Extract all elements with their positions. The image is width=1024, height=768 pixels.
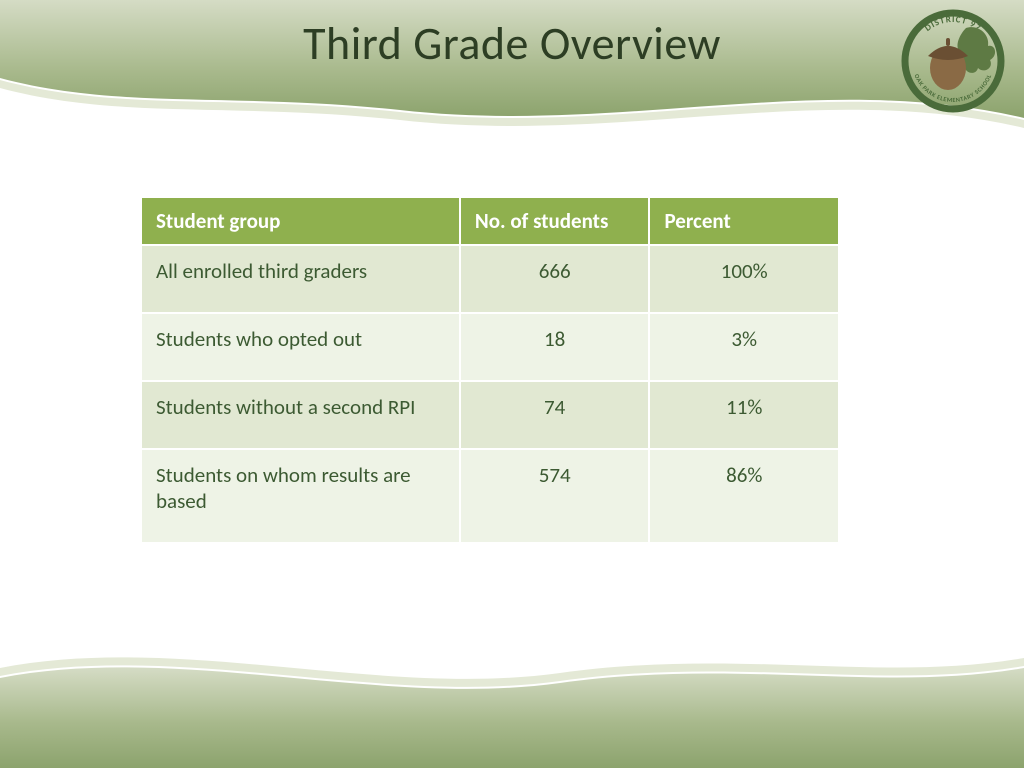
cell-percent: 86%: [649, 449, 839, 543]
cell-percent: 3%: [649, 313, 839, 381]
page-title: Third Grade Overview: [0, 16, 1024, 72]
cell-num: 74: [460, 381, 650, 449]
cell-num: 18: [460, 313, 650, 381]
cell-group: Students who opted out: [141, 313, 460, 381]
school-logo: DISTRICT 97 OAK PARK ELEMENTARY SCHOOL: [898, 6, 1008, 116]
col-header-percent: Percent: [649, 197, 839, 245]
cell-group: Students without a second RPI: [141, 381, 460, 449]
col-header-num: No. of students: [460, 197, 650, 245]
col-header-group: Student group: [141, 197, 460, 245]
cell-num: 666: [460, 245, 650, 313]
table-row: All enrolled third graders666100%: [141, 245, 839, 313]
school-logo-svg: DISTRICT 97 OAK PARK ELEMENTARY SCHOOL: [898, 6, 1008, 116]
table-row: Students without a second RPI7411%: [141, 381, 839, 449]
bottom-band: [0, 628, 1024, 768]
cell-num: 574: [460, 449, 650, 543]
table-header-row: Student group No. of students Percent: [141, 197, 839, 245]
cell-percent: 100%: [649, 245, 839, 313]
cell-percent: 11%: [649, 381, 839, 449]
bottom-band-svg: [0, 628, 1024, 768]
table-row: Students who opted out183%: [141, 313, 839, 381]
cell-group: Students on whom results are based: [141, 449, 460, 543]
table-row: Students on whom results are based57486%: [141, 449, 839, 543]
slide: Third Grade Overview DISTRICT 97 OAK PAR…: [0, 0, 1024, 768]
overview-table: Student group No. of students Percent Al…: [140, 196, 840, 544]
cell-group: All enrolled third graders: [141, 245, 460, 313]
table-body: All enrolled third graders666100%Student…: [141, 245, 839, 543]
